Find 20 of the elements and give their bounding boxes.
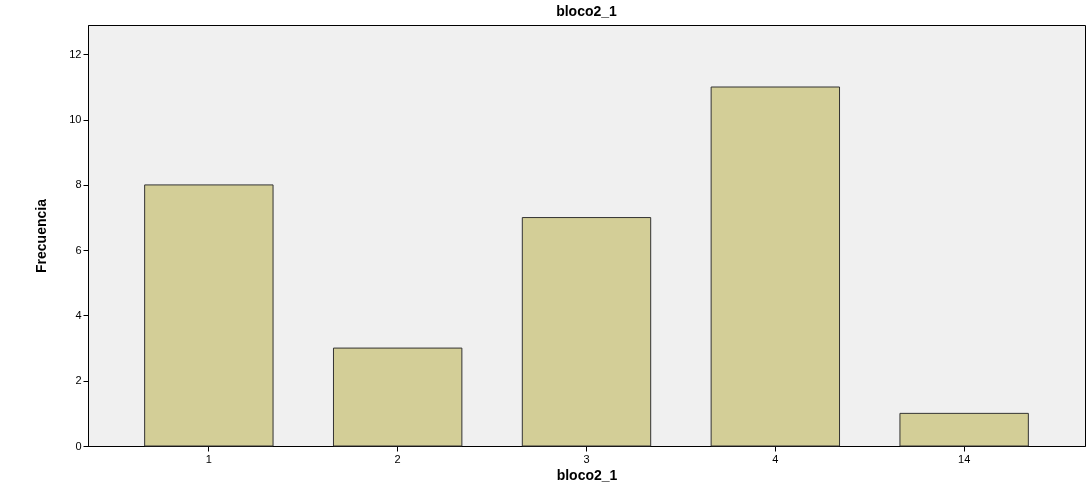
y-tick-label: 6 (75, 243, 82, 256)
y-tick-label: 0 (75, 439, 82, 452)
x-tick-label: 14 (958, 452, 971, 465)
bar (332, 347, 463, 447)
y-tick-label: 2 (75, 374, 82, 387)
y-tick-label: 10 (69, 113, 82, 126)
x-tick-label: 3 (583, 452, 590, 465)
chart-title: bloco2_1 (556, 3, 618, 19)
y-tick-label: 4 (75, 308, 82, 321)
bar (710, 86, 841, 447)
x-axis-title: bloco2_1 (556, 466, 618, 483)
y-axis-title: Frecuencia (33, 198, 50, 273)
y-tick-label: 8 (75, 178, 82, 191)
bar (521, 217, 652, 447)
y-tick-label: 12 (69, 47, 82, 60)
x-tick-label: 1 (205, 452, 212, 465)
bar (144, 184, 274, 447)
x-tick-label: 2 (394, 452, 401, 465)
x-tick-label: 4 (772, 452, 779, 465)
bar (899, 412, 1029, 447)
